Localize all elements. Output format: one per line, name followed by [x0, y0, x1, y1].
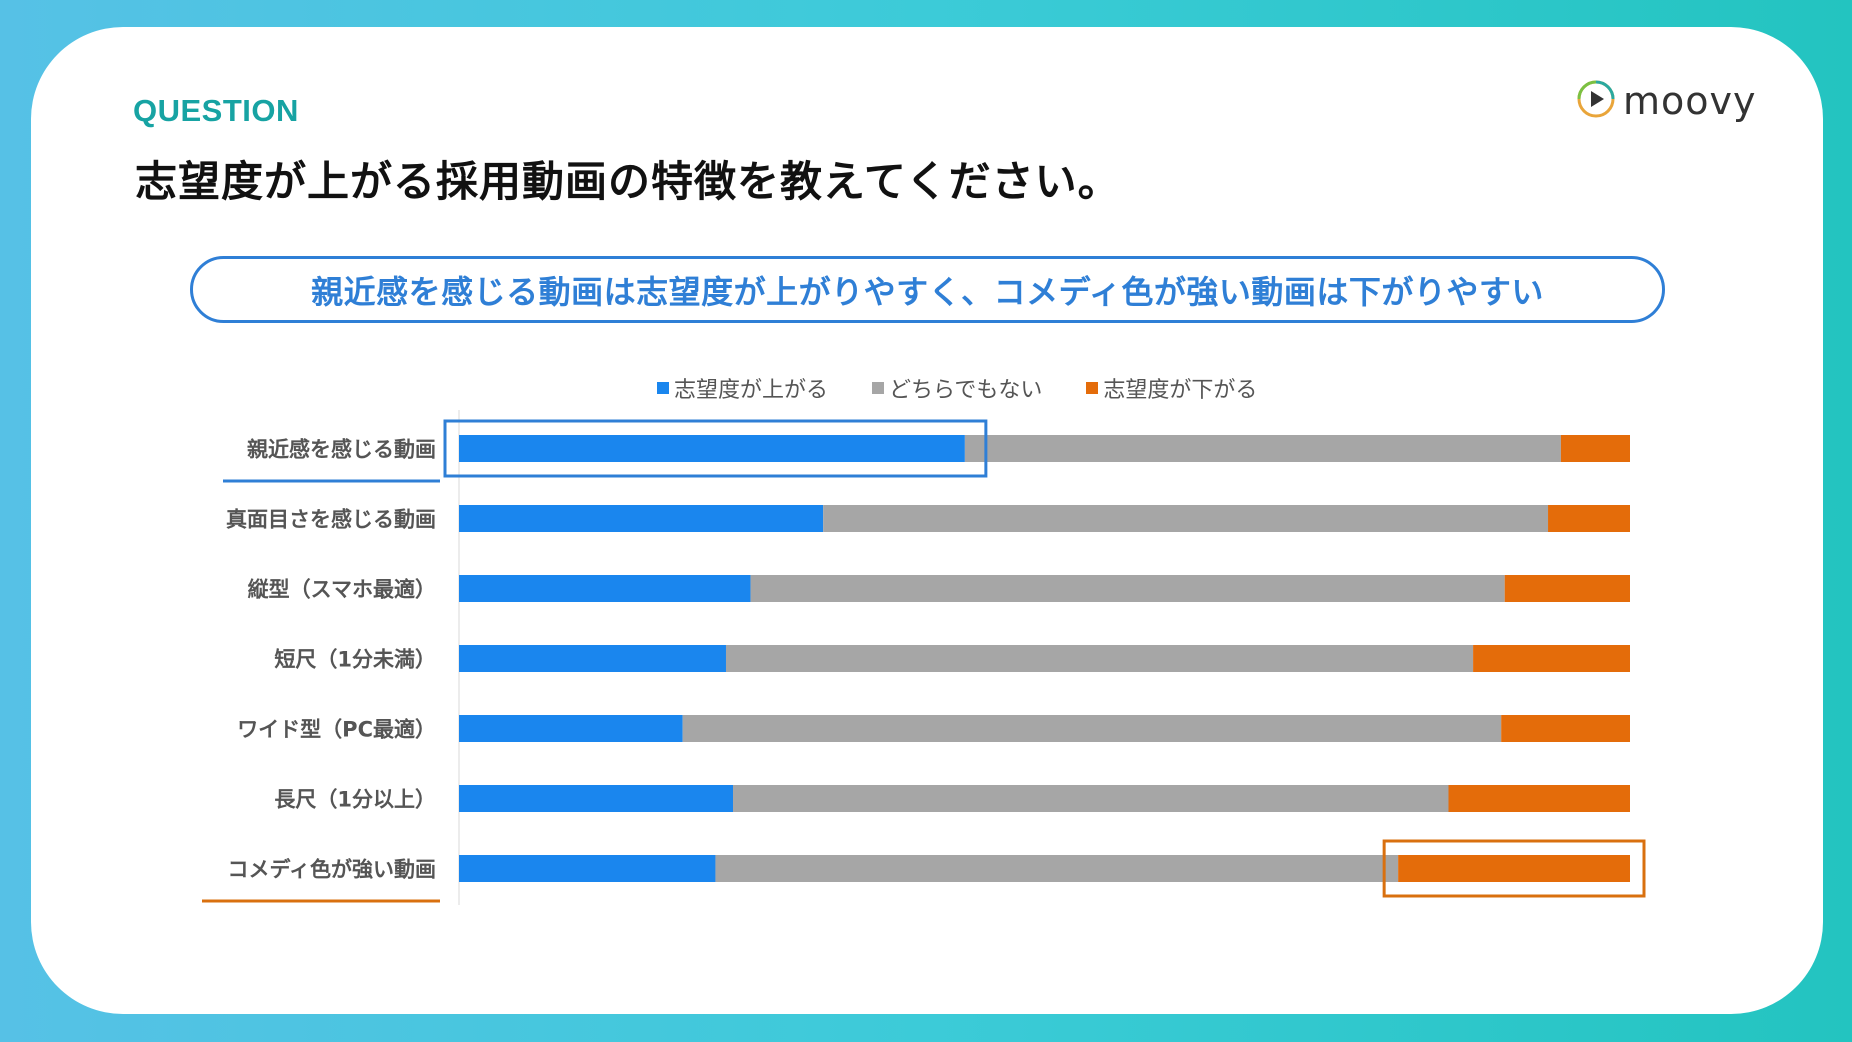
- chart-legend: 志望度が上がる どちらでもない 志望度が下がる: [657, 372, 1257, 404]
- legend-swatch-neutral: [872, 382, 885, 394]
- bar-segment-down: [1448, 785, 1630, 812]
- bar-segment-down: [1501, 715, 1630, 742]
- highlight-box: [1382, 839, 1646, 898]
- legend-item-up: 志望度が上がる: [657, 372, 828, 404]
- category-label: ワイド型（PC最適）: [237, 718, 436, 742]
- bar-segment-up: [459, 505, 824, 532]
- bar-segment-up: [459, 645, 726, 672]
- bar-segment-down: [1560, 435, 1630, 462]
- page-title: 志望度が上がる採用動画の特徴を教えてください。: [135, 157, 1121, 206]
- category-label: 親近感を感じる動画: [247, 438, 436, 462]
- legend-swatch-down: [1086, 382, 1099, 394]
- category-label: 真面目さを感じる動画: [226, 508, 436, 532]
- bar-segment-neutral: [823, 505, 1549, 532]
- bar-segment-neutral: [725, 645, 1474, 672]
- highlight-box: [443, 419, 988, 478]
- legend-item-neutral: どちらでもない: [872, 372, 1042, 404]
- bar-segment-up: [459, 855, 716, 882]
- bar-segment-down: [1504, 575, 1630, 602]
- question-tag: QUESTION: [133, 93, 299, 128]
- bar-segment-up: [459, 435, 965, 462]
- bar-segment-neutral: [682, 715, 1502, 742]
- legend-swatch-up: [657, 382, 669, 394]
- legend-label-neutral: どちらでもない: [889, 378, 1043, 403]
- legend-item-down: 志望度が下がる: [1086, 372, 1257, 404]
- bar-segment-neutral: [964, 435, 1561, 462]
- legend-label-down: 志望度が下がる: [1103, 378, 1258, 403]
- bar-segment-down: [1473, 645, 1630, 672]
- play-circle-icon: [1575, 78, 1617, 124]
- bar-segment-up: [459, 785, 734, 812]
- category-label: 縦型（スマホ最適）: [248, 578, 436, 602]
- bar-segment-down: [1548, 505, 1630, 532]
- bar-segment-down: [1398, 855, 1630, 882]
- bar-segment-neutral: [733, 785, 1449, 812]
- brand-logo: moovy: [1575, 78, 1757, 124]
- category-label: コメディ色が強い動画: [227, 858, 436, 882]
- category-label: 長尺（1分以上）: [274, 788, 436, 812]
- bar-segment-neutral: [750, 575, 1505, 602]
- key-finding-text: 親近感を感じる動画は志望度が上がりやすく、コメディ色が強い動画は下がりやすい: [311, 272, 1544, 311]
- bar-segment-neutral: [715, 855, 1399, 882]
- brand-logo-text: moovy: [1623, 79, 1757, 123]
- bar-segment-up: [459, 715, 683, 742]
- legend-label-up: 志望度が上がる: [674, 378, 829, 403]
- category-label: 短尺（1分未満）: [274, 648, 436, 672]
- bar-segment-up: [459, 575, 751, 602]
- key-finding-callout: 親近感を感じる動画は志望度が上がりやすく、コメディ色が強い動画は下がりやすい: [190, 256, 1665, 323]
